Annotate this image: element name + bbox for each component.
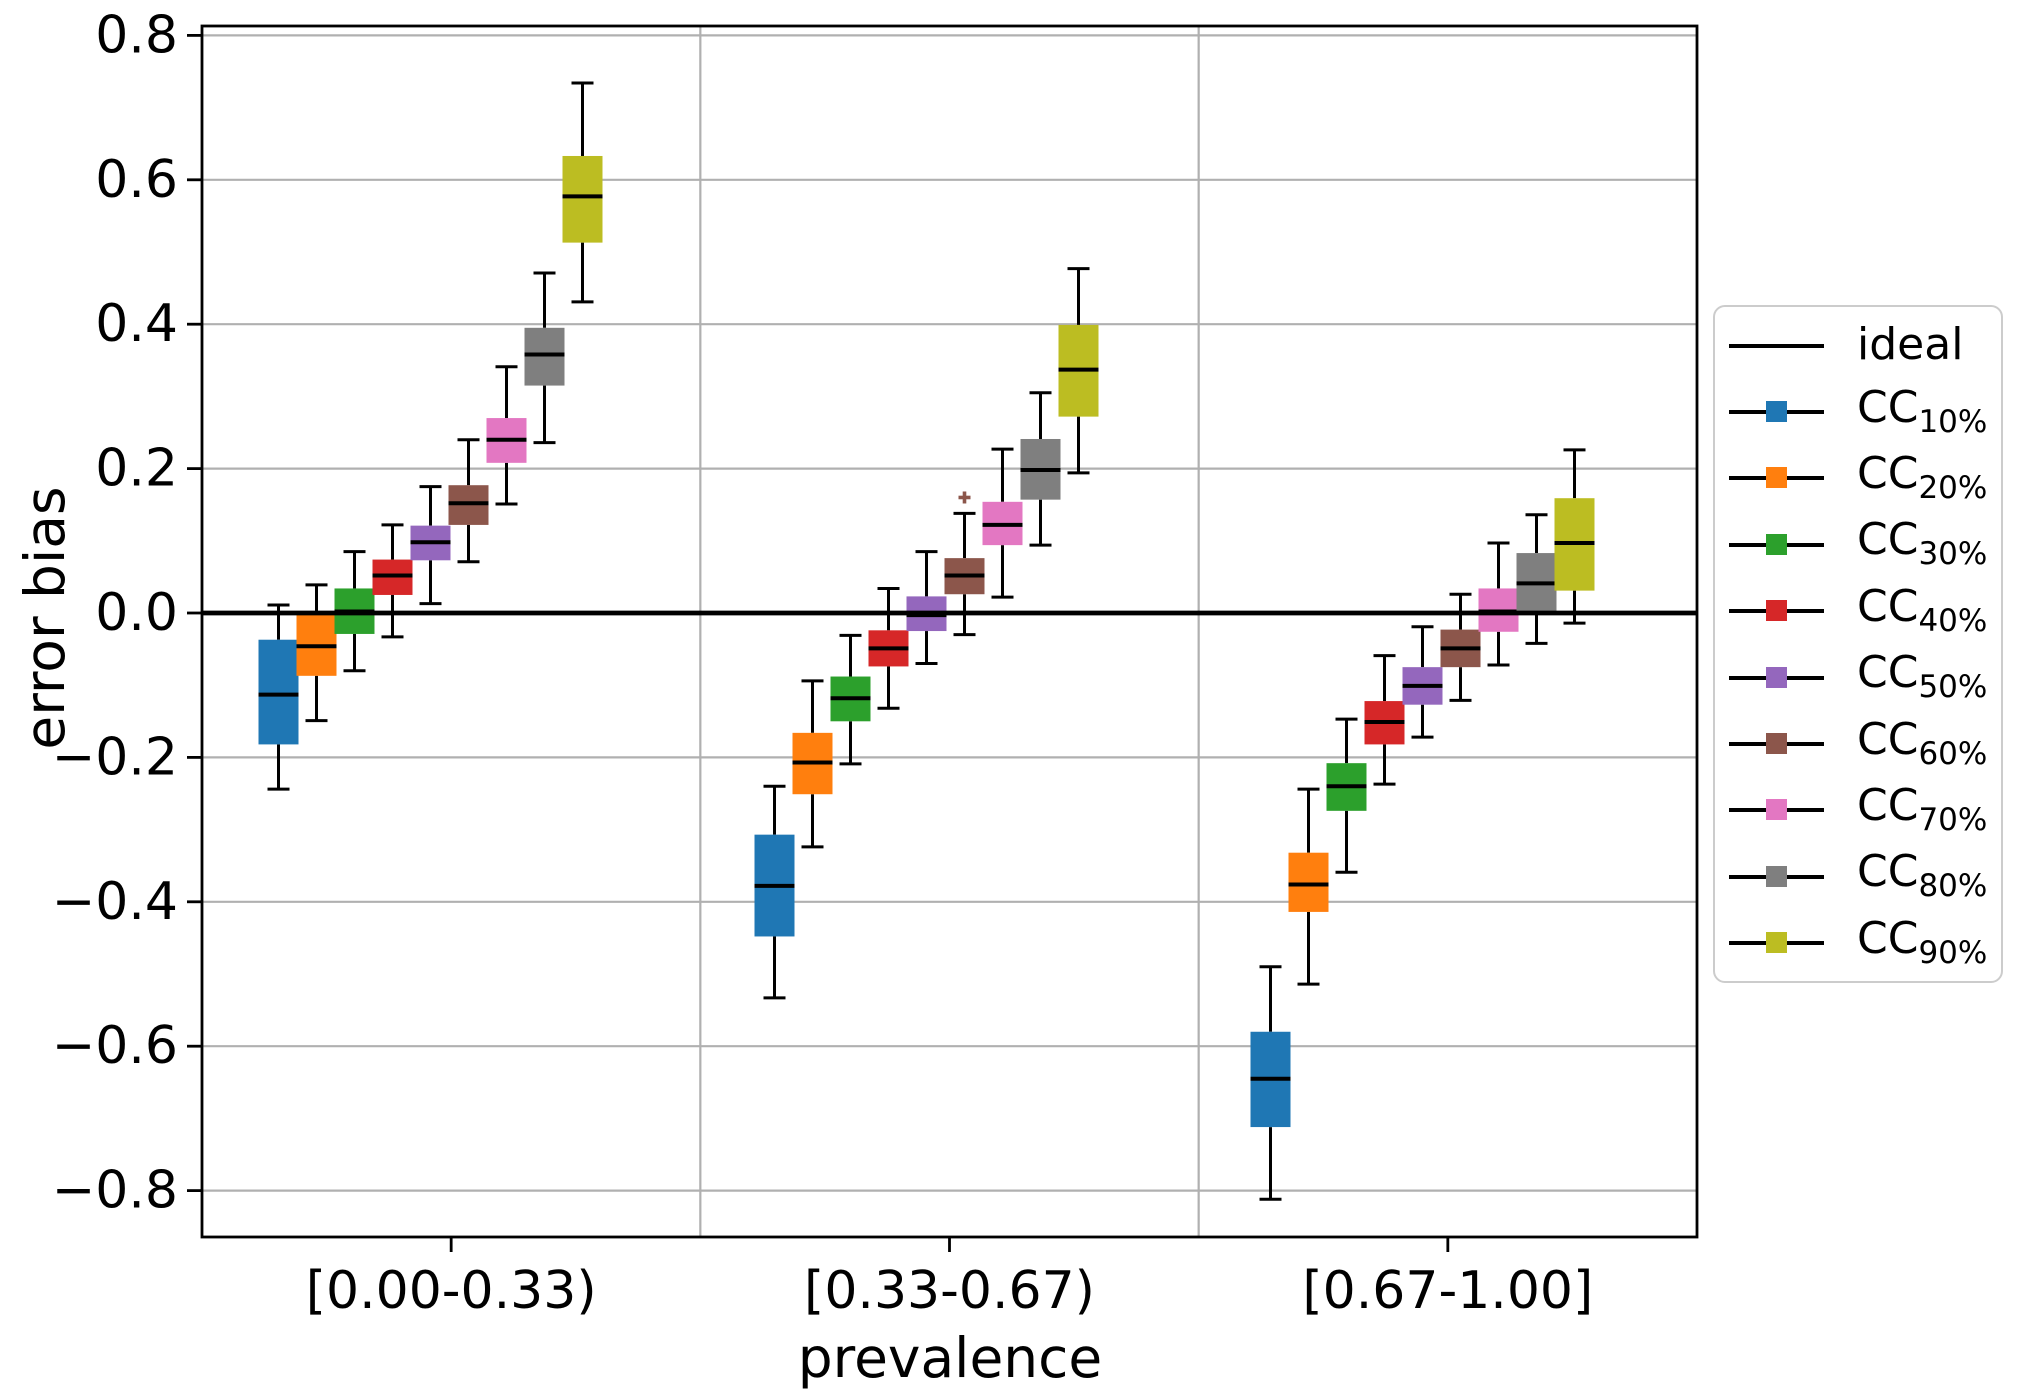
legend-label: CC50% <box>1857 647 1988 706</box>
box-CC10%-group0 <box>258 639 299 745</box>
y-tick-label: −0.4 <box>52 872 178 932</box>
legend-label: CC20% <box>1857 448 1988 506</box>
legend-item-CC30%: CC30% <box>1715 511 2001 577</box>
legend-label: CC70% <box>1857 780 1988 838</box>
legend-item-CC40%: CC40% <box>1715 578 2001 644</box>
y-tick-label: 0.8 <box>95 5 178 65</box>
x-tick-label: [0.33-0.67) <box>804 1261 1095 1321</box>
legend-line-square-marker <box>1729 533 1824 556</box>
legend-line-square-marker <box>1729 466 1824 489</box>
x-tick-label: [0.67-1.00] <box>1302 1261 1593 1321</box>
legend-item-CC50%: CC50% <box>1715 644 2001 710</box>
legend-label: CC10% <box>1857 381 1988 440</box>
legend-item-ideal: ideal <box>1715 312 2001 378</box>
legend-item-CC10%: CC10% <box>1715 378 2001 444</box>
legend-item-CC90%: CC90% <box>1715 910 2001 976</box>
legend-line-square-marker <box>1729 798 1824 821</box>
legend-label: CC40% <box>1857 580 1988 639</box>
y-axis-label: error bias <box>13 486 77 750</box>
box-CC90%-group0 <box>562 155 603 243</box>
y-tick-label: −0.2 <box>52 727 178 787</box>
box-CC20%-group2 <box>1288 852 1329 912</box>
series-CC20% <box>296 583 1329 986</box>
legend-line-square-marker <box>1729 732 1824 755</box>
legend-label: CC90% <box>1857 912 1988 971</box>
legend-label: CC80% <box>1857 846 1988 905</box>
series-CC40% <box>372 523 1405 786</box>
legend-label: ideal <box>1857 319 1964 371</box>
legend-item-CC20%: CC20% <box>1715 445 2001 511</box>
legend-line-square-marker <box>1729 400 1824 423</box>
legend-line-square-marker <box>1729 865 1824 888</box>
legend-item-CC80%: CC80% <box>1715 843 2001 909</box>
legend: ideal CC10% CC20% CC30% CC40% CC50% CC60% CC70%… <box>1713 305 2003 983</box>
legend-item-CC60%: CC60% <box>1715 710 2001 776</box>
box-CC80%-group0 <box>524 327 565 386</box>
series-CC90% <box>562 81 1595 625</box>
y-tick-label: 0.0 <box>95 583 178 643</box>
series-CC60% <box>448 438 1481 702</box>
legend-label: CC60% <box>1857 713 1988 772</box>
legend-line-square-marker <box>1729 931 1824 954</box>
y-tick-label: 0.2 <box>95 439 178 499</box>
legend-line-square-marker <box>1729 599 1824 622</box>
series-CC30% <box>334 550 1367 874</box>
series-CC80% <box>524 271 1557 645</box>
legend-item-CC70%: CC70% <box>1715 777 2001 843</box>
x-tick-label: [0.00-0.33) <box>306 1261 597 1321</box>
legend-line-marker <box>1729 334 1824 357</box>
legend-line-square-marker <box>1729 666 1824 689</box>
y-tick-label: −0.8 <box>52 1161 178 1221</box>
legend-label: CC30% <box>1857 514 1988 573</box>
series-CC70% <box>486 365 1519 667</box>
y-tick-label: 0.4 <box>95 294 178 354</box>
series-CC10% <box>258 603 1291 1201</box>
y-tick-label: 0.6 <box>95 150 178 210</box>
y-tick-label: −0.6 <box>52 1016 178 1076</box>
x-axis-label: prevalence <box>797 1326 1103 1390</box>
